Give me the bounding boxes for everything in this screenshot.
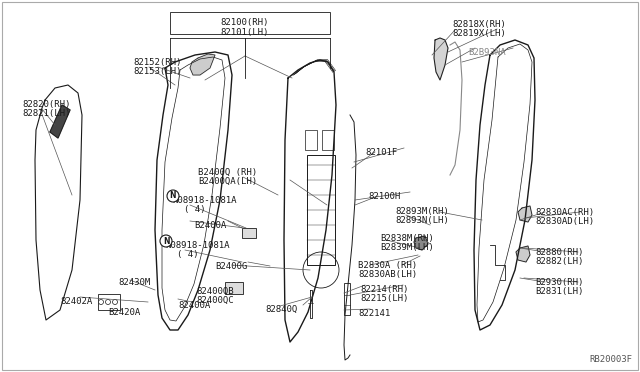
Polygon shape xyxy=(50,105,70,138)
Text: 82152(RH): 82152(RH) xyxy=(133,58,181,67)
Text: RB20003F: RB20003F xyxy=(589,355,632,364)
Text: B2831(LH): B2831(LH) xyxy=(535,287,584,296)
Polygon shape xyxy=(190,54,215,75)
Text: 82840Q: 82840Q xyxy=(265,305,297,314)
Circle shape xyxy=(113,299,118,305)
Circle shape xyxy=(167,190,179,202)
Text: 82100(RH): 82100(RH) xyxy=(221,18,269,27)
Text: 82402A: 82402A xyxy=(60,297,92,306)
Text: 82880(RH): 82880(RH) xyxy=(535,248,584,257)
Text: 82400QB: 82400QB xyxy=(196,287,234,296)
Text: B2B93NA: B2B93NA xyxy=(468,48,506,57)
Bar xyxy=(322,130,334,150)
Bar xyxy=(305,130,317,150)
Text: 82430M: 82430M xyxy=(118,278,150,287)
Text: B2420A: B2420A xyxy=(108,308,140,317)
Text: 82153(LH): 82153(LH) xyxy=(133,67,181,76)
Text: 82821(LH): 82821(LH) xyxy=(22,109,70,118)
Bar xyxy=(307,155,335,265)
Text: 82830AD(LH): 82830AD(LH) xyxy=(535,217,594,226)
Text: N: N xyxy=(170,192,176,201)
Text: ( 4): ( 4) xyxy=(177,250,198,259)
Text: 82215(LH): 82215(LH) xyxy=(360,294,408,303)
Text: B2400Q (RH): B2400Q (RH) xyxy=(198,168,257,177)
Text: 82893M(RH): 82893M(RH) xyxy=(395,207,449,216)
Text: 82101F: 82101F xyxy=(365,148,397,157)
Bar xyxy=(98,294,120,310)
Text: 82101(LH): 82101(LH) xyxy=(221,28,269,37)
Text: B2838M(RH): B2838M(RH) xyxy=(380,234,434,243)
Text: B2930(RH): B2930(RH) xyxy=(535,278,584,287)
Bar xyxy=(225,282,243,294)
Text: 82400QC: 82400QC xyxy=(196,296,234,305)
Text: 82820(RH): 82820(RH) xyxy=(22,100,70,109)
Bar xyxy=(344,283,350,315)
Text: 82819X(LH): 82819X(LH) xyxy=(452,29,506,38)
Circle shape xyxy=(106,299,111,305)
Text: 82400A: 82400A xyxy=(178,301,211,310)
Polygon shape xyxy=(434,38,448,80)
Polygon shape xyxy=(516,246,530,262)
Text: B2400G: B2400G xyxy=(215,262,247,271)
Text: ( 4): ( 4) xyxy=(184,205,205,214)
Text: N08918-1081A: N08918-1081A xyxy=(165,241,230,250)
Text: 82893N(LH): 82893N(LH) xyxy=(395,216,449,225)
Polygon shape xyxy=(414,236,428,250)
Text: 82100H: 82100H xyxy=(368,192,400,201)
Text: 82830AC(RH): 82830AC(RH) xyxy=(535,208,594,217)
Text: 82882(LH): 82882(LH) xyxy=(535,257,584,266)
Bar xyxy=(242,228,256,238)
Text: B2400QA(LH): B2400QA(LH) xyxy=(198,177,257,186)
Text: N08918-1081A: N08918-1081A xyxy=(172,196,237,205)
Text: N: N xyxy=(163,237,169,246)
Text: B2830A (RH): B2830A (RH) xyxy=(358,261,417,270)
Bar xyxy=(170,12,330,34)
Text: 82818X(RH): 82818X(RH) xyxy=(452,20,506,29)
Text: 82830AB(LH): 82830AB(LH) xyxy=(358,270,417,279)
Text: B2839M(LH): B2839M(LH) xyxy=(380,243,434,252)
Polygon shape xyxy=(518,206,532,222)
Circle shape xyxy=(99,299,104,305)
Text: 822141: 822141 xyxy=(358,309,390,318)
Text: B2400A: B2400A xyxy=(194,221,227,230)
Text: 82214(RH): 82214(RH) xyxy=(360,285,408,294)
Circle shape xyxy=(160,235,172,247)
